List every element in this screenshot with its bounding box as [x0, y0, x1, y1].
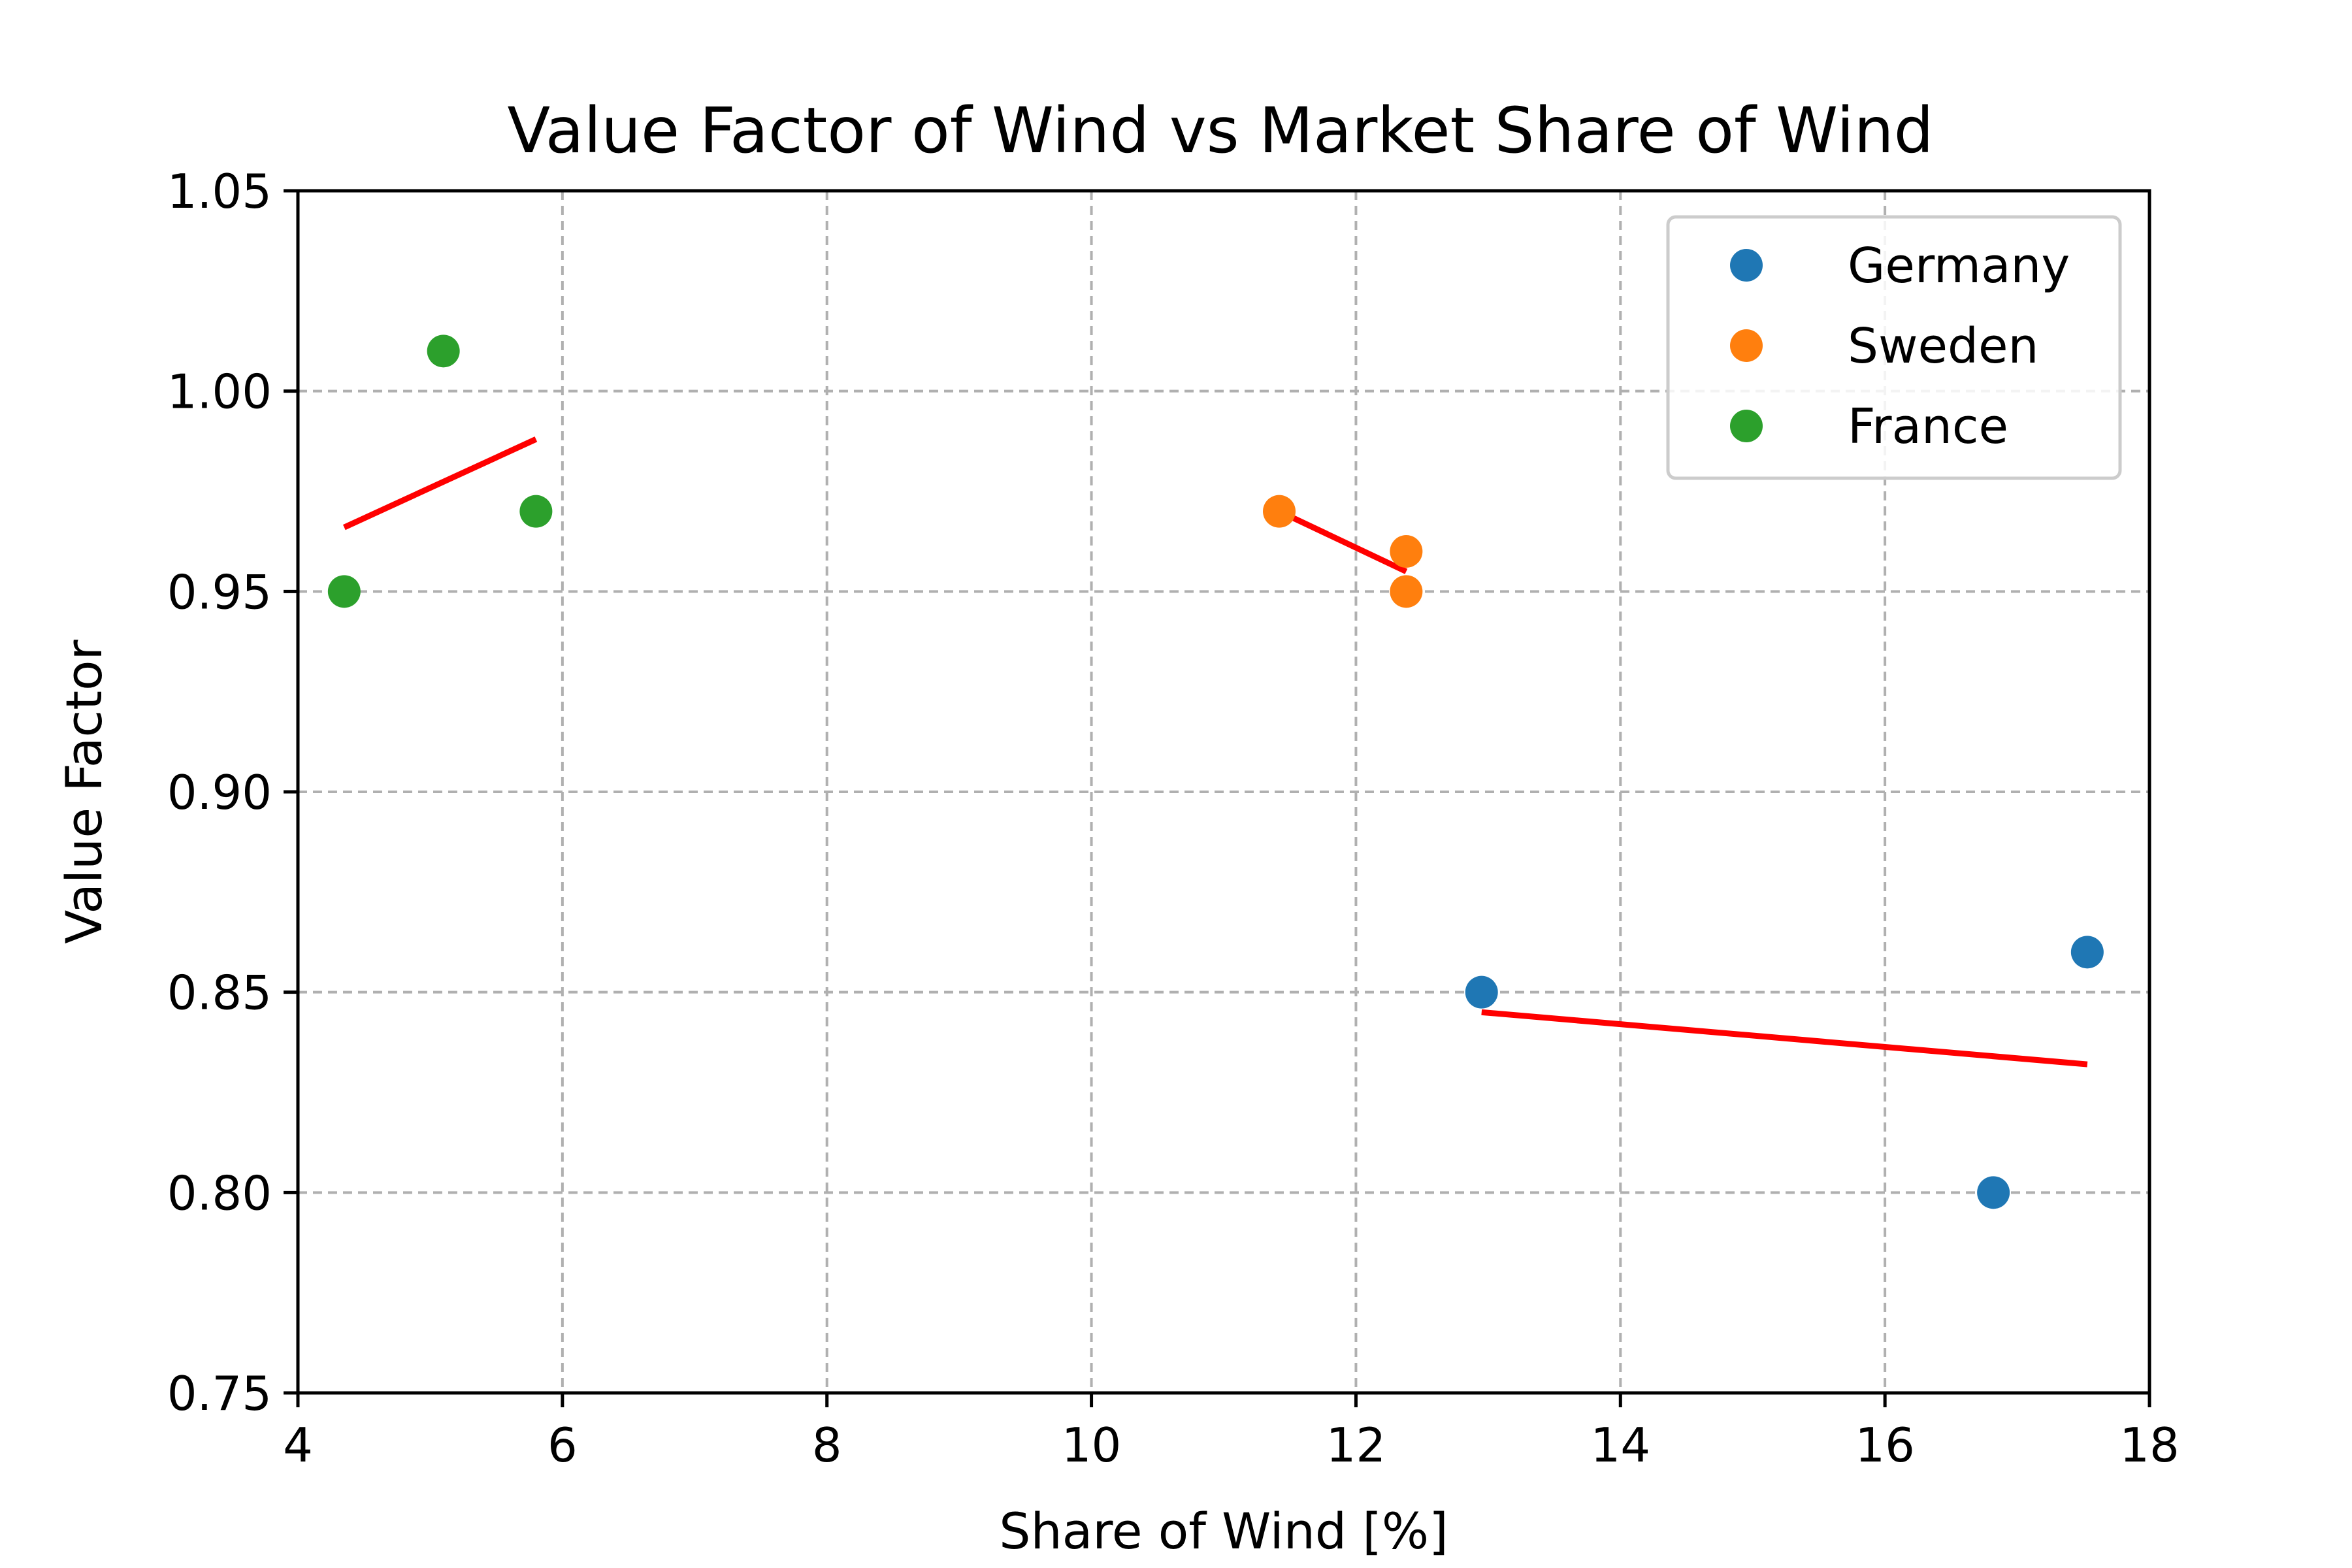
chart-title: Value Factor of Wind vs Market Share of …	[507, 94, 1933, 167]
point-sweden	[1390, 535, 1423, 568]
legend-label-france: France	[1848, 399, 2008, 455]
legend-marker-sweden	[1730, 329, 1763, 362]
x-tick-label: 8	[812, 1418, 842, 1473]
legend-box	[1666, 215, 2122, 480]
legend-label-germany: Germany	[1848, 238, 2070, 294]
y-axis-label: Value Factor	[55, 639, 113, 943]
point-france	[427, 335, 460, 368]
x-tick-label: 10	[1062, 1418, 1122, 1473]
trend-line-germany	[1481, 1009, 2088, 1068]
x-tick-label: 12	[1326, 1418, 1386, 1473]
y-axis-ticks: 0.75 0.80 0.85 0.90 0.95 1.00 1.05	[167, 164, 298, 1421]
legend-label-sweden: Sweden	[1848, 318, 2038, 374]
trend-line-france	[342, 436, 538, 531]
x-tick-label: 14	[1590, 1418, 1650, 1473]
trend-line-sweden	[1278, 508, 1408, 574]
point-sweden	[1263, 495, 1296, 528]
point-germany	[2070, 936, 2104, 969]
point-germany	[1977, 1176, 2010, 1209]
legend-marker-germany	[1730, 249, 1763, 282]
trend-lines	[342, 436, 2088, 1068]
x-tick-label: 4	[283, 1418, 313, 1473]
x-tick-label: 6	[547, 1418, 578, 1473]
y-tick-label: 1.00	[167, 365, 272, 419]
legend-marker-france	[1730, 410, 1763, 442]
y-tick-label: 1.05	[167, 164, 272, 219]
data-points	[327, 335, 2104, 1209]
point-france	[519, 495, 553, 528]
point-sweden	[1390, 575, 1423, 608]
x-axis-ticks: 4 6 8 10 12 14 16 18	[283, 1393, 2180, 1473]
y-tick-label: 0.75	[167, 1366, 272, 1421]
x-tick-label: 18	[2119, 1418, 2180, 1473]
y-tick-label: 0.90	[167, 765, 272, 820]
x-tick-label: 16	[1855, 1418, 1915, 1473]
point-france	[327, 575, 361, 608]
y-tick-label: 0.80	[167, 1166, 272, 1220]
point-germany	[1465, 975, 1498, 1009]
y-tick-label: 0.85	[167, 966, 272, 1021]
legend: Germany Sweden France	[1666, 215, 2122, 480]
x-axis-label: Share of Wind [%]	[999, 1502, 1448, 1560]
y-tick-label: 0.95	[167, 564, 272, 619]
